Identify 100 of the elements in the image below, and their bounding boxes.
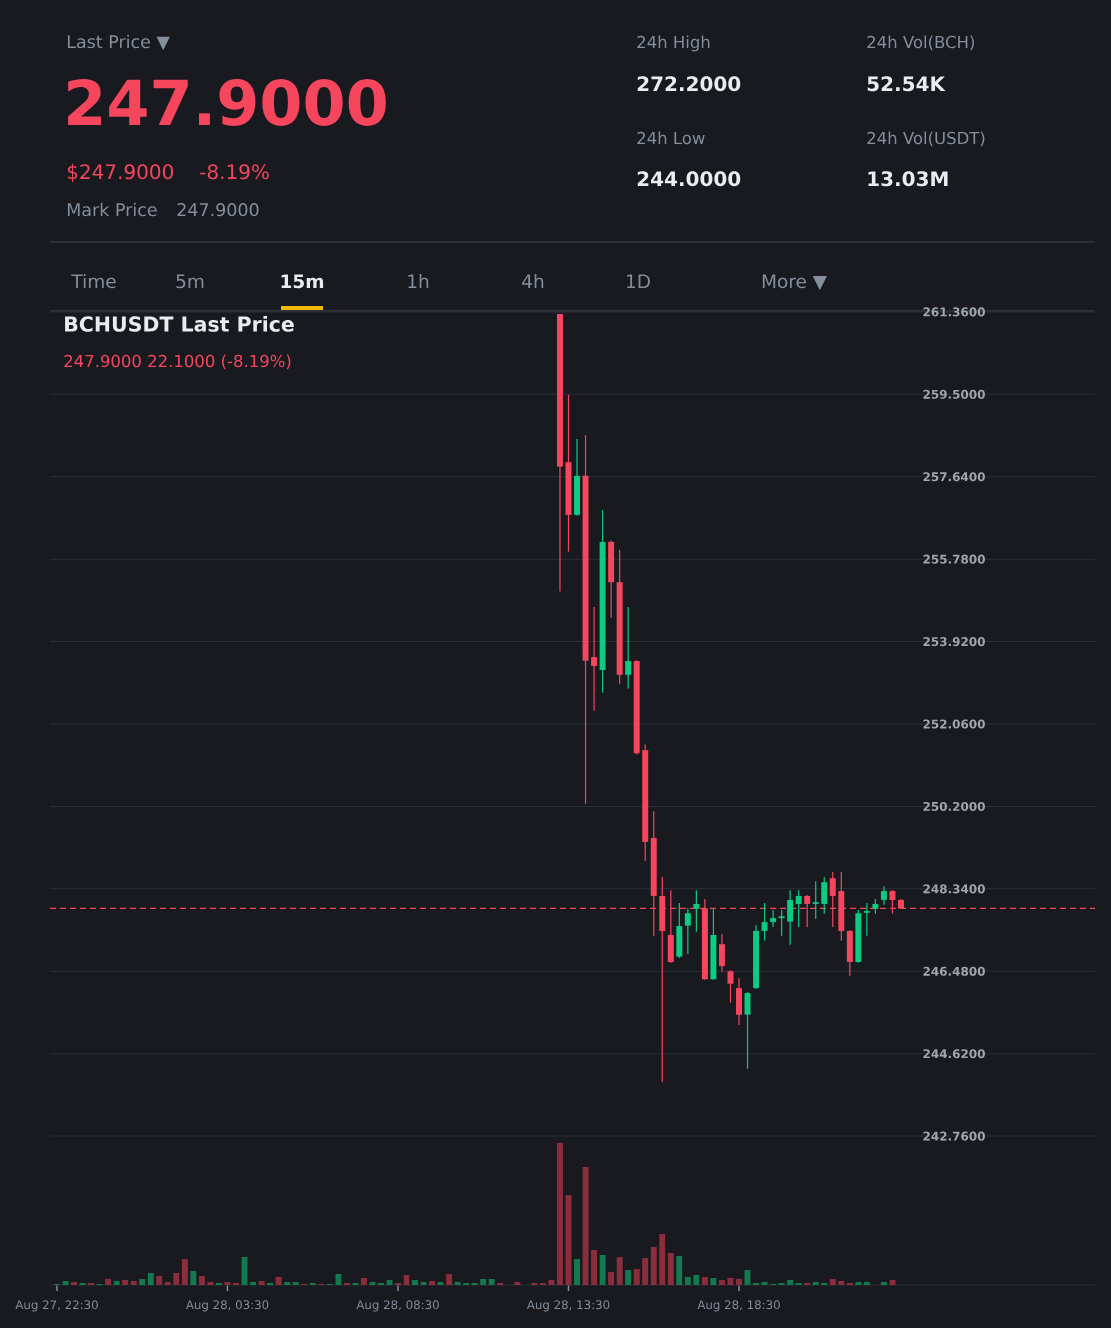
bar [190,1270,197,1286]
y-tick-label: 250.2000 [923,801,985,811]
y-tick-label: 261.3600 [923,307,985,317]
bar [667,1253,674,1286]
bar [62,1281,69,1286]
candlestick [761,902,768,942]
bar [224,1282,231,1286]
chart-title: BCHUSDT Last Price [65,315,294,332]
candlestick [770,909,777,928]
bar [173,1272,180,1286]
bar [693,1275,700,1286]
text: -8.19% [200,164,269,180]
bar [616,1257,623,1286]
bar [736,1279,742,1286]
bar [684,1277,691,1286]
text: 1h [408,273,429,289]
text: 247.9000 [68,79,386,126]
text: $247.9000 [67,163,173,182]
text: 24h Vol(USDT) [867,131,985,147]
candlestick [812,880,819,920]
text: 24h Low [637,131,705,145]
bar [650,1246,657,1286]
bar [156,1276,163,1286]
bar [480,1279,487,1286]
text: 15m [281,274,324,289]
bar [292,1282,299,1286]
text: Time [71,273,116,289]
bar [105,1279,112,1286]
text: 247.9000 [177,203,259,217]
text: Last Price ▼ [67,34,170,51]
bar [147,1272,154,1286]
candlestick [693,889,700,933]
bar [863,1282,870,1286]
bar [446,1274,453,1286]
text: 13.03M [868,171,948,187]
bar [360,1278,367,1286]
bar [412,1280,419,1286]
x-tick-label: Aug 28, 03:30 [185,1300,269,1312]
bar [574,1259,581,1286]
x-tick-label: Aug 28, 18:30 [697,1300,780,1312]
bar [718,1280,725,1286]
y-tick-label: 255.7800 [923,554,985,564]
text: 4h [522,273,544,289]
y-tick-label: 242.7600 [923,1131,985,1141]
text: 24h High [637,35,710,52]
y-tick-label: 253.9200 [923,637,985,647]
candlestick [718,933,725,973]
bar [582,1167,589,1286]
bar [676,1256,683,1286]
bar [514,1282,521,1286]
bar [139,1279,146,1286]
text: 247.9000 22.1000 (-8.19%) [64,354,291,370]
bar [625,1269,632,1286]
candlestick [880,885,887,906]
bar [181,1259,188,1286]
bar [113,1281,120,1286]
y-tick-label: 259.5000 [923,389,985,399]
bar [130,1281,137,1286]
x-tick-label: Aug 27, 22:30 [15,1300,98,1312]
bar [71,1282,78,1286]
text: 244.0000 [637,171,741,187]
bar [599,1255,606,1286]
candlestick [625,606,632,690]
bar [710,1278,717,1286]
bar [250,1282,257,1286]
text: 5m [176,274,204,289]
bar [642,1258,649,1286]
text: More ▼ [762,274,827,291]
bar [122,1280,129,1286]
bar [608,1271,615,1286]
candlestick [591,606,598,712]
x-tick-label: Aug 28, 13:30 [526,1300,610,1312]
bar [812,1282,819,1286]
candlestick [821,876,828,915]
bar [198,1276,205,1286]
candlestick [795,889,802,928]
y-tick-label: 252.0600 [923,719,985,729]
y-tick-label: 244.6200 [923,1049,985,1059]
text: 1D [627,274,650,289]
bar [164,1282,171,1286]
text: Mark Price [67,202,157,217]
text: 52.54K [867,76,946,92]
x-tick-label: Aug 28, 08:30 [356,1300,439,1312]
text: 24h Vol(BCH) [867,35,974,51]
bar [556,1143,563,1286]
candlestick [778,909,785,937]
y-tick-label: 246.4800 [923,966,985,976]
candlestick [787,889,794,946]
candlestick [863,902,870,937]
bar [591,1250,598,1286]
bar [659,1234,666,1286]
bar [701,1277,708,1286]
candlestick [744,991,751,1070]
bar [880,1282,887,1286]
bar [275,1277,282,1286]
bar [429,1281,436,1286]
bar [829,1279,836,1286]
bar [787,1280,794,1286]
bar [207,1282,214,1286]
text: 272.2000 [637,76,741,92]
